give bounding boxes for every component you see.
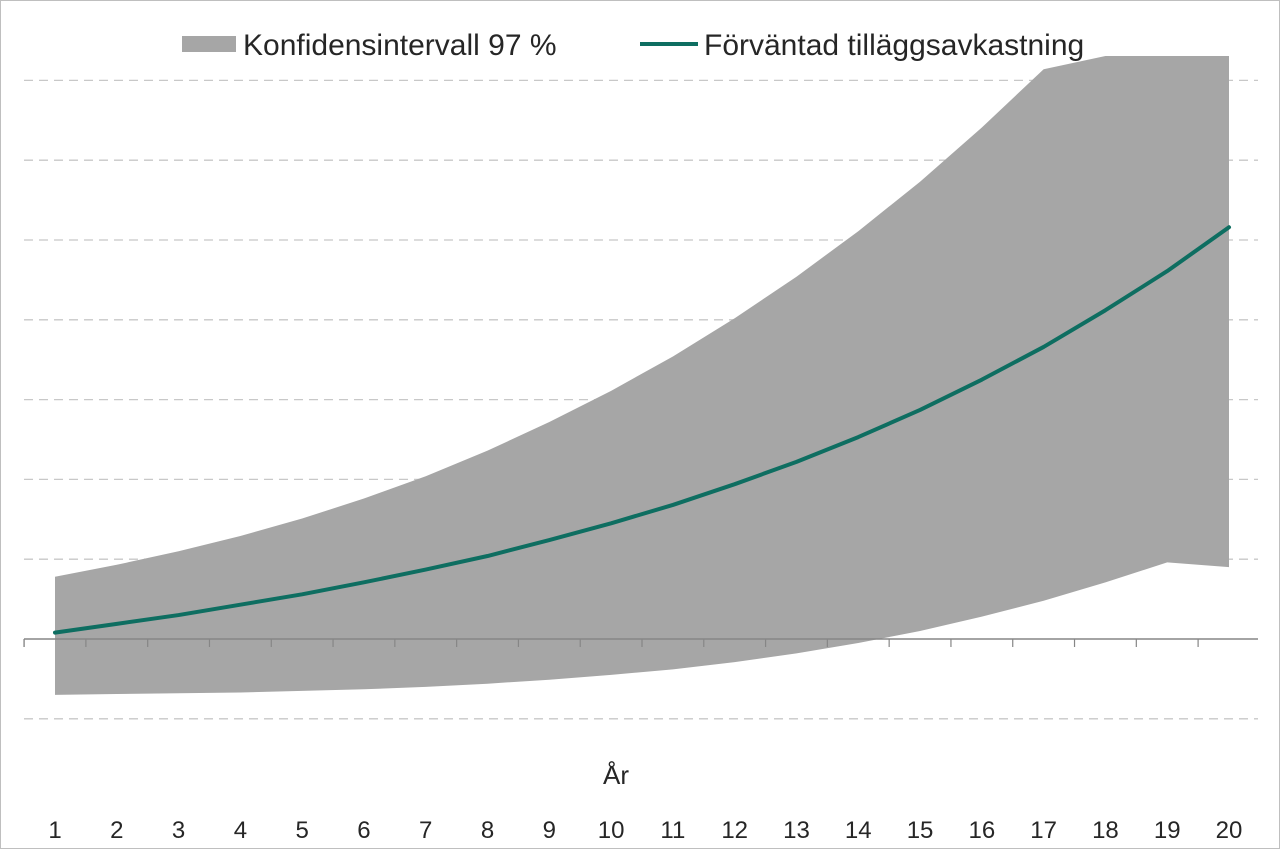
x-axis-title: År (603, 760, 629, 790)
x-tick-label: 1 (48, 817, 61, 844)
legend-band-label: Konfidensintervall 97 % (243, 29, 557, 62)
x-tick-label: 15 (907, 817, 934, 844)
x-tick-label: 10 (598, 817, 625, 844)
x-tick-labels: 1 2 3 4 5 6 7 8 9 10 11 12 13 14 15 16 17 18 19 20 (48, 817, 1242, 844)
x-tick-label: 4 (234, 817, 247, 844)
x-tick-label: 17 (1030, 817, 1057, 844)
confidence-band (55, 56, 1229, 695)
x-tick-label: 12 (721, 817, 748, 844)
x-tick-label: 18 (1092, 817, 1119, 844)
legend: Konfidensintervall 97 % Förväntad tilläg… (182, 29, 1084, 62)
legend-band-swatch (182, 36, 236, 52)
x-tick-label: 11 (660, 817, 685, 844)
x-tick-label: 2 (110, 817, 123, 844)
expected-return-line (53, 225, 1231, 635)
x-tick-label: 14 (845, 817, 872, 844)
x-tick-label: 7 (419, 817, 432, 844)
x-axis (23, 638, 1258, 647)
confidence-band-layer (55, 56, 1229, 695)
x-tick-label: 5 (295, 817, 308, 844)
x-tick-label: 6 (357, 817, 370, 844)
expected-return-line-layer (53, 225, 1231, 635)
x-tick-label: 19 (1154, 817, 1181, 844)
x-tick-label: 16 (968, 817, 995, 844)
x-tick-label: 13 (783, 817, 810, 844)
x-tick-label: 20 (1216, 817, 1243, 844)
x-tick-label: 9 (543, 817, 556, 844)
x-tick-label: 8 (481, 817, 494, 844)
legend-line-label: Förväntad tilläggsavkastning (704, 29, 1084, 62)
x-tick-label: 3 (172, 817, 185, 844)
